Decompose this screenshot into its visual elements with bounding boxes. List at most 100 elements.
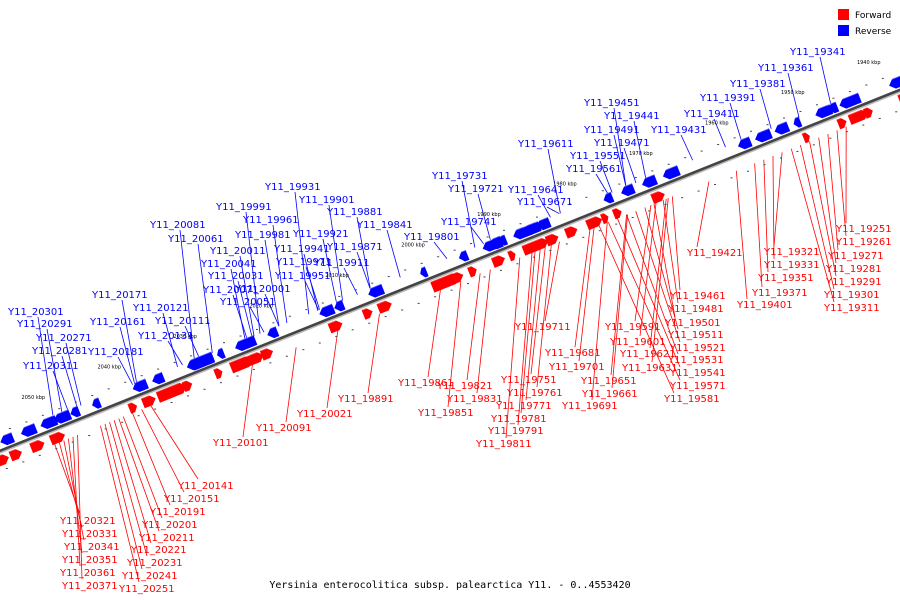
- guide-dot: [154, 408, 157, 410]
- forward-gene-label: Y11_20321: [59, 516, 116, 527]
- reverse-gene-label: Y11_19881: [326, 207, 383, 218]
- leader-line: [729, 102, 742, 141]
- leader-line: [525, 249, 541, 401]
- guide-dot: [206, 348, 209, 350]
- leader-line: [167, 340, 183, 366]
- forward-gene: [228, 354, 252, 374]
- guide-dot: [862, 124, 865, 126]
- guide-dot: [733, 137, 736, 139]
- reverse-gene-label: Y11_20051: [219, 297, 276, 308]
- forward-gene-label: Y11_20241: [121, 571, 178, 582]
- leader-line: [476, 269, 491, 394]
- reverse-gene-label: Y11_19441: [603, 111, 660, 122]
- leader-line: [356, 251, 371, 290]
- leader-line: [599, 160, 613, 193]
- reverse-gene-label: Y11_20131: [137, 331, 194, 342]
- leader-line: [304, 280, 320, 311]
- reverse-gene: [0, 432, 16, 446]
- guide-dot: [615, 223, 618, 225]
- guide-dot: [747, 170, 750, 172]
- forward-gene-label: Y11_19481: [667, 304, 724, 315]
- leader-line: [109, 422, 148, 557]
- leader-line: [537, 194, 551, 218]
- guide-dot: [832, 97, 835, 99]
- leader-line: [671, 196, 681, 291]
- tick-label: 2020 kbp: [249, 303, 273, 309]
- tick-label: 1960 kbp: [705, 121, 729, 127]
- reverse-gene: [90, 397, 102, 409]
- guide-dot: [681, 197, 684, 199]
- forward-gene-label: Y11_20351: [61, 555, 118, 566]
- leader-line: [466, 273, 481, 381]
- reverse-gene: [619, 183, 636, 197]
- guide-dot: [351, 329, 354, 331]
- leader-line: [132, 412, 171, 506]
- forward-gene-label: Y11_20251: [118, 584, 175, 595]
- leader-line: [595, 173, 609, 195]
- tick-label: 2010 kbp: [325, 273, 349, 279]
- guide-dot: [387, 276, 390, 278]
- guide-dot: [664, 203, 667, 205]
- leader-line: [613, 134, 627, 188]
- guide-dot: [22, 461, 25, 463]
- forward-gene-label: Y11_19291: [825, 277, 882, 288]
- forward-gene: [29, 437, 45, 454]
- leader-line: [477, 193, 492, 242]
- leader-line: [37, 316, 54, 417]
- guide-dot: [124, 381, 127, 383]
- guide-dot: [684, 157, 687, 159]
- forward-gene-label: Y11_19651: [580, 376, 637, 387]
- leader-line: [245, 211, 261, 334]
- forward-gene: [327, 318, 343, 334]
- guide-dot: [71, 441, 74, 443]
- guide-dot: [519, 223, 522, 225]
- guide-dot: [516, 263, 519, 265]
- guide-dot: [486, 236, 489, 238]
- leader-line: [470, 226, 485, 245]
- leader-line: [77, 434, 83, 580]
- forward-gene: [611, 206, 622, 220]
- reverse-gene-label: Y11_20061: [167, 234, 224, 245]
- guide-dot: [499, 269, 502, 271]
- forward-gene: [155, 380, 187, 403]
- reverse-gene-label: Y11_19561: [565, 164, 622, 175]
- reverse-gene: [19, 422, 38, 437]
- reverse-gene: [332, 299, 346, 312]
- tick-label: 1970 kbp: [629, 151, 653, 157]
- forward-gene: [585, 214, 603, 231]
- reverse-gene: [640, 174, 658, 188]
- forward-gene: [259, 346, 274, 361]
- guide-dot: [157, 368, 160, 370]
- guide-dot: [190, 355, 193, 357]
- forward-gene-label: Y11_19301: [823, 290, 880, 301]
- guide-dot: [236, 375, 239, 377]
- forward-gene-label: Y11_19601: [609, 337, 666, 348]
- reverse-gene-label: Y11_19731: [431, 171, 488, 182]
- kbp-ticks: 1940 kbp 1950 kbp 1960 kbp 1970 kbp 1980 kbp…: [22, 60, 881, 401]
- leader-line: [713, 118, 726, 148]
- guide-dot: [783, 117, 786, 119]
- guide-dot: [41, 414, 44, 416]
- reverse-gene-label: Y11_19871: [326, 242, 383, 253]
- leader-line: [649, 198, 667, 349]
- leader-line: [386, 229, 401, 278]
- guide-dot: [8, 428, 11, 430]
- forward-gene-label: Y11_19541: [669, 368, 726, 379]
- reverse-gene: [522, 220, 542, 236]
- leader-line: [122, 416, 163, 519]
- forward-gene: [801, 130, 810, 144]
- reverse-gene-label: Y11_20281: [31, 346, 88, 357]
- leader-line: [790, 148, 835, 303]
- guide-dot: [252, 368, 255, 370]
- guide-dot: [799, 110, 802, 112]
- forward-gene-label: Y11_20361: [59, 568, 116, 579]
- guide-dot: [107, 388, 110, 390]
- guide-dot: [91, 394, 94, 396]
- guide-dot: [549, 250, 552, 252]
- leader-line: [447, 281, 462, 408]
- reverse-gene: [661, 165, 681, 180]
- forward-gene-label: Y11_19771: [495, 401, 552, 412]
- leader-line: [611, 214, 628, 389]
- guide-dot: [848, 91, 851, 93]
- forward-gene-label: Y11_20211: [138, 533, 195, 544]
